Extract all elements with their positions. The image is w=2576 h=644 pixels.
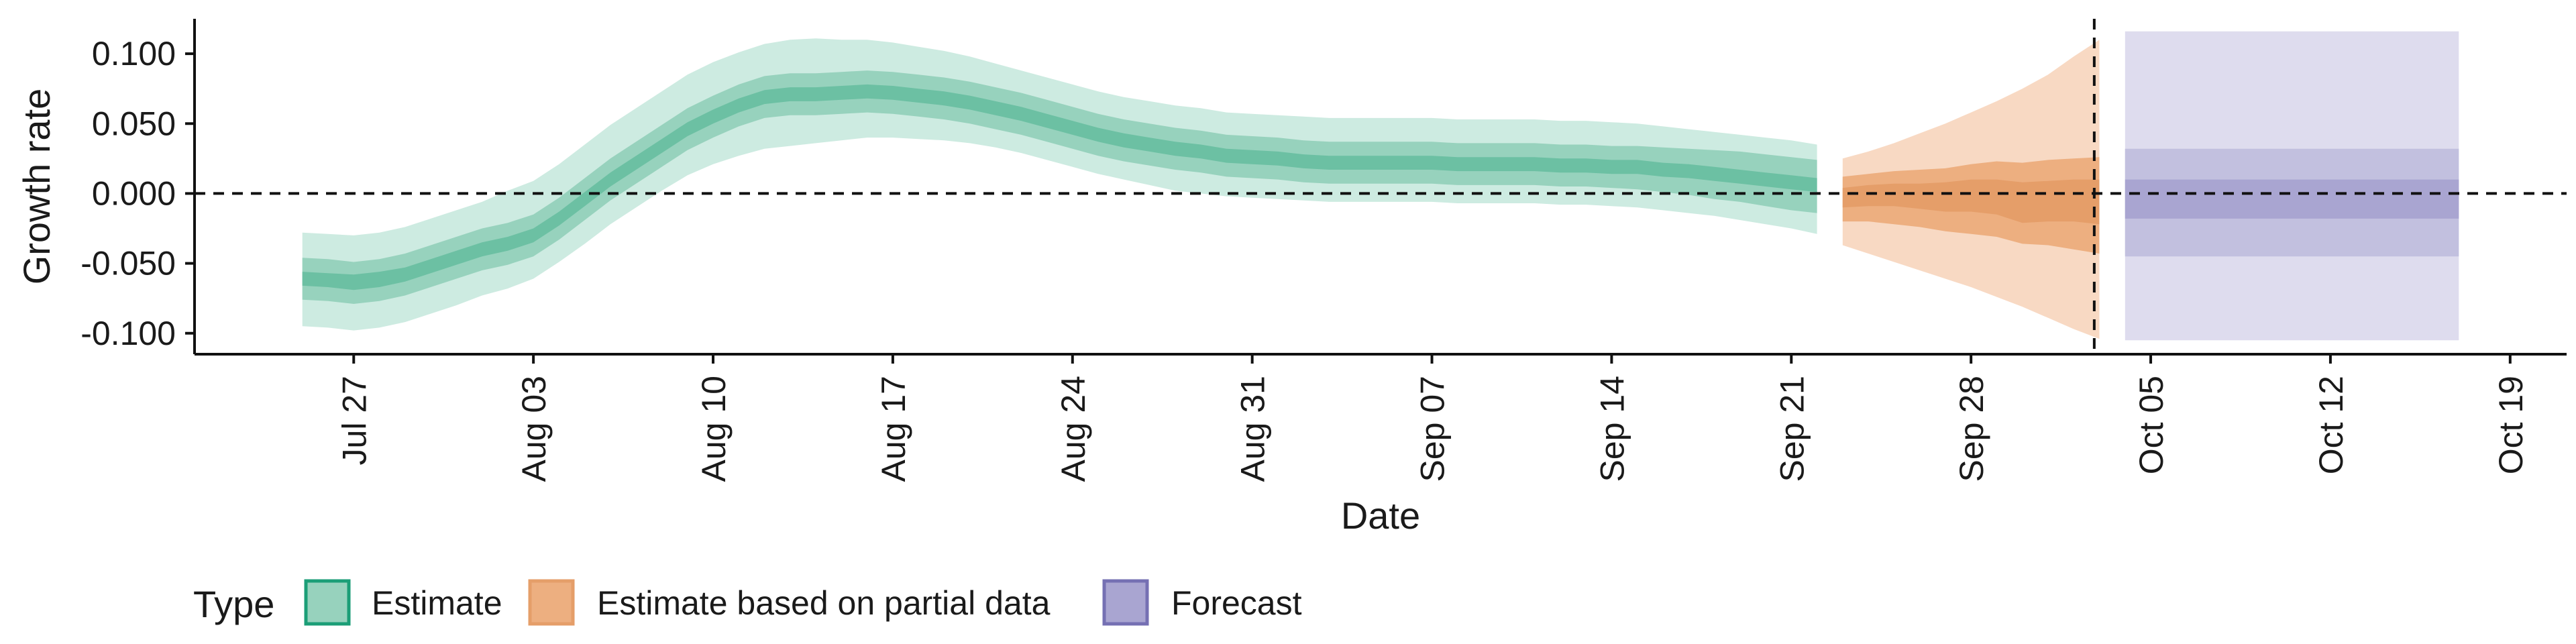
y-tick-label: -0.100 [80, 315, 176, 352]
y-axis-title: Growth rate [15, 89, 58, 285]
axes [193, 19, 2567, 356]
y-tick-label: 0.050 [92, 105, 176, 142]
x-tick-label: Sep 07 [1414, 376, 1452, 482]
legend-key-forecast [1102, 579, 1149, 626]
x-tick-label: Oct 05 [2133, 376, 2170, 474]
x-tick-label: Aug 17 [875, 376, 912, 482]
x-tick-label: Jul 27 [335, 376, 373, 465]
legend-label-forecast: Forecast [1171, 584, 1302, 622]
legend-key-estimate [304, 579, 351, 626]
legend-title: Type [193, 583, 274, 625]
legend-label-estimate-based-on-partial-data: Estimate based on partial data [597, 584, 1051, 622]
estimate-based-on-partial-data-inner-band [1842, 179, 2100, 225]
y-tick-label: -0.050 [80, 245, 176, 282]
legend-key-estimate-based-on-partial-data [528, 579, 575, 626]
reference-lines [195, 19, 2567, 354]
x-tick-label: Oct 19 [2492, 376, 2530, 474]
legend-label-estimate: Estimate [372, 584, 502, 622]
x-tick-label: Aug 31 [1234, 376, 1272, 482]
x-tick-label: Aug 03 [515, 376, 553, 482]
y-tick-label: 0.100 [92, 35, 176, 72]
legend: Type Estimate Estimate based on partial d… [193, 579, 1302, 626]
x-tick-label: Aug 24 [1055, 376, 1092, 482]
x-tick-label: Aug 10 [695, 376, 733, 482]
x-tick-label: Sep 14 [1593, 376, 1631, 482]
y-tick-label: 0.000 [92, 174, 176, 212]
uncertainty-bands [302, 31, 2459, 341]
x-axis-title: Date [1341, 494, 1420, 537]
x-tick-label: Sep 28 [1953, 376, 1990, 482]
x-tick-label: Oct 12 [2312, 376, 2350, 474]
x-tick-label: Sep 21 [1773, 376, 1811, 482]
forecast-inner-band [2125, 179, 2459, 219]
estimate-outer-band [302, 38, 1817, 331]
x-axis-ticks: Jul 27 Aug 03 Aug 10 Aug 17 Aug 24 Aug 31 Sep … [335, 354, 2530, 482]
estimate-inner-band [302, 84, 1817, 290]
y-axis-ticks: -0.100 -0.050 0.000 0.050 0.100 [80, 35, 195, 352]
